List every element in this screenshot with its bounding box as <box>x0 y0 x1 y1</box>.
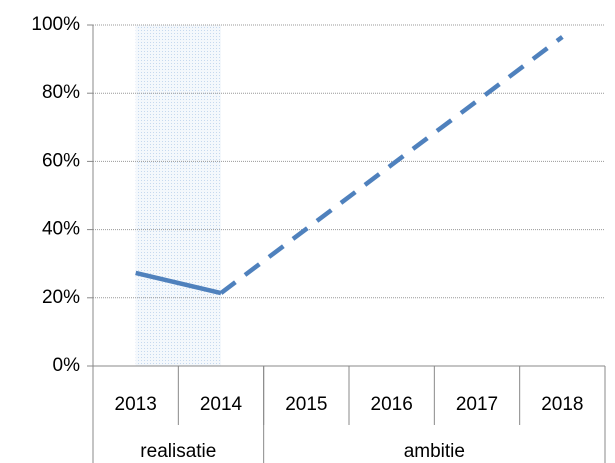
group-label: realisatie <box>140 441 216 462</box>
group-label: ambitie <box>404 441 465 462</box>
line-series <box>219 35 564 295</box>
x-tick-label: 2016 <box>371 394 413 415</box>
x-tick-label: 2017 <box>456 394 498 415</box>
line-series <box>135 270 222 296</box>
y-tick-label: 100% <box>31 14 80 35</box>
x-tick-label: 2018 <box>541 394 583 415</box>
y-tick-label: 0% <box>53 355 81 376</box>
x-tick-label: 2015 <box>285 394 327 415</box>
x-tick-label: 2014 <box>200 394 243 415</box>
y-tick-label: 60% <box>42 150 80 171</box>
y-tick-label: 80% <box>42 82 80 103</box>
realisatie-band <box>135 25 221 366</box>
y-tick-label: 40% <box>42 219 80 240</box>
y-tick-label: 20% <box>42 287 80 308</box>
x-tick-label: 2013 <box>115 394 157 415</box>
